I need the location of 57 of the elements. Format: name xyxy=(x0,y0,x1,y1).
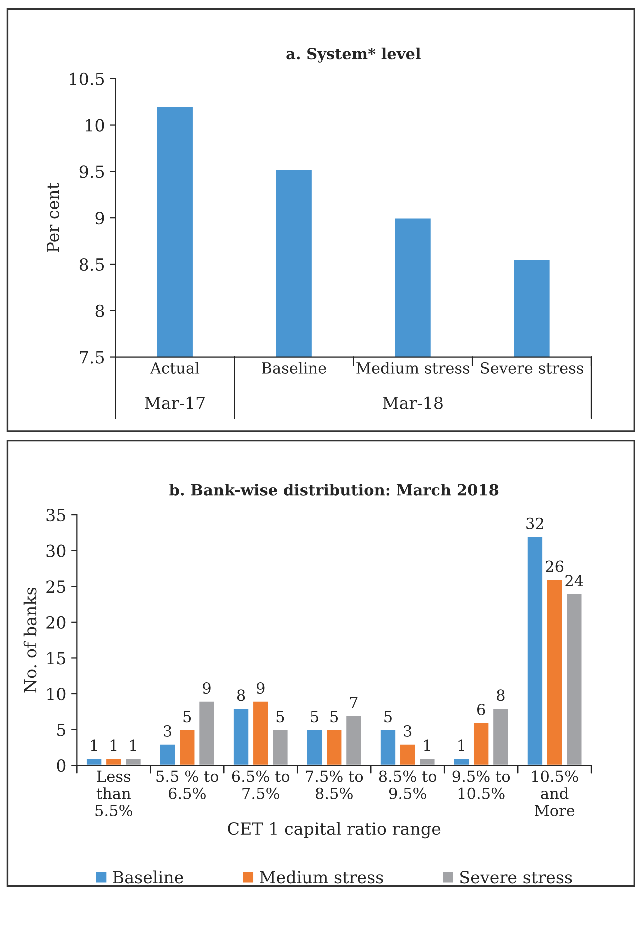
data-label: 8 xyxy=(237,690,246,702)
x-tick-label: 5.5 % to 6.5% xyxy=(156,770,219,800)
data-label: 1 xyxy=(110,740,117,752)
data-label: 5 xyxy=(384,711,392,723)
data-label: 26 xyxy=(546,560,564,572)
y-tick-label: 10.5 xyxy=(70,72,104,86)
x-tick-label: 9.5% to 10.5% xyxy=(452,770,510,800)
data-label: 32 xyxy=(526,518,544,530)
x-tick-label: Baseline xyxy=(262,362,326,374)
data-label: 3 xyxy=(164,725,172,737)
y-axis-title: No. of banks xyxy=(24,588,37,693)
x-tick-label: Less than 5.5% xyxy=(96,770,132,817)
data-label: 5 xyxy=(184,711,192,723)
x-tick-label: 10.5% and More xyxy=(532,770,578,817)
x-tick-label: 6.5% to 7.5% xyxy=(232,770,290,800)
data-label: 7 xyxy=(350,697,358,708)
y-tick-label: 15 xyxy=(48,652,66,665)
text: Mar-17 xyxy=(145,396,205,410)
y-axis-title: Per cent xyxy=(47,183,60,252)
y-tick-label: 35 xyxy=(46,509,66,522)
y-tick-label: 30 xyxy=(46,544,66,558)
data-label: 3 xyxy=(404,725,412,737)
legend-label: Medium stress xyxy=(260,870,384,884)
data-label: 5 xyxy=(276,711,284,723)
data-label: 5 xyxy=(330,711,338,723)
y-tick-label: 10 xyxy=(86,119,104,132)
data-label: 1 xyxy=(91,740,97,752)
x-tick-label: 7.5% to 8.5% xyxy=(306,770,364,800)
data-label: 9 xyxy=(256,682,265,694)
data-label: 9 xyxy=(203,682,211,694)
data-label: 5 xyxy=(311,711,318,723)
text: Mar-18 xyxy=(383,396,443,410)
legend-label: Baseline xyxy=(113,870,184,884)
chart-title: a. System* level xyxy=(286,48,421,63)
data-label: 6 xyxy=(477,704,486,716)
y-tick-label: 8 xyxy=(96,304,104,318)
y-tick-label: 7.5 xyxy=(80,351,104,364)
x-tick-label: Actual xyxy=(150,362,200,374)
y-tick-label: 25 xyxy=(46,580,66,594)
x-tick-label: Medium stress xyxy=(356,362,470,374)
data-label: 24 xyxy=(566,575,584,586)
y-tick-label: 9 xyxy=(96,212,104,225)
data-label: 1 xyxy=(424,740,430,752)
y-tick-label: 10 xyxy=(48,688,66,701)
legend-label: Severe stress xyxy=(460,871,572,884)
y-tick-label: 0 xyxy=(57,760,66,772)
y-tick-label: 8.5 xyxy=(80,258,104,272)
data-label: 1 xyxy=(130,740,136,752)
x-tick-label: 8.5% to 9.5% xyxy=(379,770,437,800)
x-tick-label: Severe stress xyxy=(481,362,584,374)
data-label: 1 xyxy=(458,740,464,752)
y-tick-label: 5 xyxy=(58,724,66,736)
y-tick-label: 20 xyxy=(46,616,66,629)
y-tick-label: 9.5 xyxy=(80,166,104,178)
chart-title: b. Bank-wise distribution: March 2018 xyxy=(170,484,499,496)
data-label: 8 xyxy=(497,690,505,702)
x-axis-title: CET 1 capital ratio range xyxy=(228,822,441,839)
